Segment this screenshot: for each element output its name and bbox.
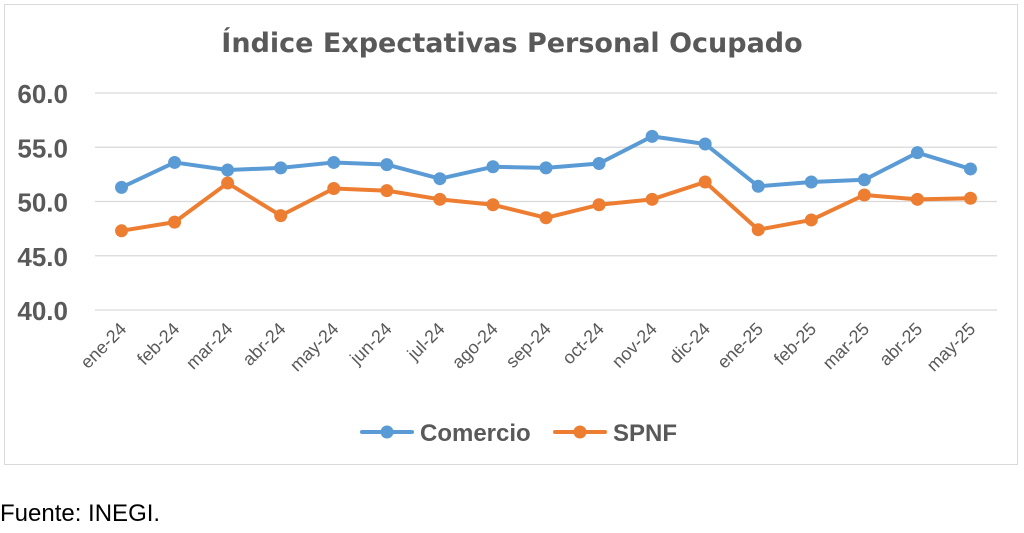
x-tick-label: ene-24 xyxy=(77,319,131,373)
data-point xyxy=(221,176,235,190)
x-tick-label: mar-24 xyxy=(182,319,236,373)
x-tick-label: may-25 xyxy=(923,319,980,376)
y-tick-label: 40.0 xyxy=(17,296,68,326)
legend-label: Comercio xyxy=(420,420,531,447)
data-point xyxy=(592,157,606,171)
data-point xyxy=(486,198,500,212)
x-tick-label: abr-24 xyxy=(239,319,290,370)
data-point xyxy=(751,179,765,193)
x-tick-label: sep-24 xyxy=(502,319,555,372)
x-tick-label: nov-24 xyxy=(608,319,661,372)
y-tick-label: 45.0 xyxy=(17,242,68,272)
y-tick-label: 60.0 xyxy=(17,79,68,109)
legend-marker xyxy=(573,425,587,439)
data-point xyxy=(221,163,235,177)
data-point xyxy=(698,175,712,189)
gridlines xyxy=(95,92,997,311)
data-point xyxy=(963,191,977,205)
data-point xyxy=(115,224,129,238)
data-point xyxy=(380,158,394,172)
data-point xyxy=(327,155,341,169)
x-tick-label: feb-24 xyxy=(133,319,183,369)
data-point xyxy=(168,215,182,229)
series-group xyxy=(115,129,977,238)
data-point xyxy=(698,137,712,151)
x-tick-label: jul-24 xyxy=(403,319,449,365)
data-point xyxy=(645,129,659,143)
x-tick-label: feb-25 xyxy=(770,319,820,369)
data-point xyxy=(804,213,818,227)
x-tick-label: mar-25 xyxy=(819,319,873,373)
data-point xyxy=(115,180,129,194)
data-point xyxy=(274,209,288,223)
data-point xyxy=(963,162,977,176)
y-axis: 40.0 45.0 50.0 55.0 60.0 xyxy=(17,79,68,326)
data-point xyxy=(433,172,447,186)
data-point xyxy=(433,192,447,206)
data-point xyxy=(592,198,606,212)
data-point xyxy=(380,184,394,198)
data-point xyxy=(804,175,818,189)
x-tick-label: may-24 xyxy=(286,319,343,376)
x-tick-label: ago-24 xyxy=(448,319,502,373)
data-point xyxy=(539,161,553,175)
data-point xyxy=(910,146,924,160)
x-tick-label: jun-24 xyxy=(345,319,395,369)
chart-frame xyxy=(4,4,1018,465)
legend: Comercio SPNF xyxy=(360,420,677,447)
data-point xyxy=(857,173,871,187)
chart-title: Índice Expectativas Personal Ocupado xyxy=(221,27,802,59)
data-point xyxy=(751,223,765,237)
legend-label: SPNF xyxy=(613,420,677,447)
x-tick-label: dic-24 xyxy=(665,319,714,368)
x-tick-label: abr-25 xyxy=(875,319,926,370)
data-point xyxy=(274,161,288,175)
y-tick-label: 55.0 xyxy=(17,133,68,163)
legend-marker xyxy=(380,425,394,439)
data-point xyxy=(486,160,500,174)
x-tick-label: ene-25 xyxy=(713,319,767,373)
source-note: Fuente: INEGI. xyxy=(0,500,161,527)
data-point xyxy=(645,192,659,206)
data-point xyxy=(539,211,553,225)
data-point xyxy=(327,181,341,195)
data-point xyxy=(857,188,871,202)
y-tick-label: 50.0 xyxy=(17,188,68,218)
data-point xyxy=(168,155,182,169)
data-point xyxy=(910,192,924,206)
x-tick-label: oct-24 xyxy=(558,319,608,369)
